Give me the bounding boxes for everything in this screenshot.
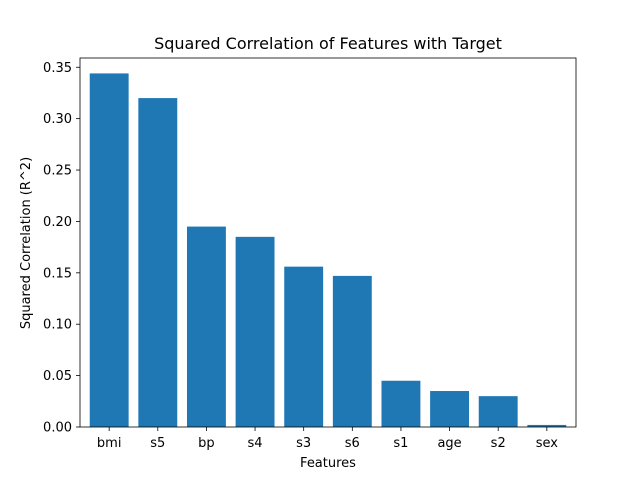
y-tick-label: 0.10	[43, 318, 72, 333]
y-axis-label: Squared Correlation (R^2)	[19, 157, 34, 329]
y-axis: 0.00 0.05 0.10 0.15 0.20 0.25 0.30 0.35	[43, 61, 80, 436]
x-axis-label: Features	[300, 456, 356, 471]
bar-age	[430, 391, 470, 427]
plot-area	[79, 57, 577, 428]
bar-s5	[138, 98, 178, 427]
x-tick-label: s3	[296, 436, 311, 451]
bar-s4	[235, 236, 275, 427]
bar-s2	[478, 396, 518, 427]
x-tick-label: sex	[536, 436, 559, 451]
x-tick-label: s5	[150, 436, 165, 451]
x-axis: bmi s5 bp s4 s3 s6 s1 age s2 sex	[97, 427, 558, 451]
y-tick-label: 0.20	[43, 215, 72, 230]
x-tick-label: age	[437, 436, 461, 451]
y-tick-label: 0.25	[43, 164, 72, 179]
x-tick-label: s1	[393, 436, 408, 451]
bar-bmi	[89, 73, 129, 428]
y-tick-label: 0.15	[43, 266, 72, 281]
y-tick-label: 0.05	[43, 369, 72, 384]
bar-s1	[381, 380, 421, 427]
y-tick-label: 0.30	[43, 112, 72, 127]
bar-s3	[284, 266, 324, 427]
chart-title: Squared Correlation of Features with Tar…	[154, 34, 502, 53]
bar-bp	[186, 226, 226, 427]
x-tick-label: s2	[491, 436, 506, 451]
x-tick-label: s6	[345, 436, 360, 451]
x-tick-label: bmi	[97, 436, 122, 451]
y-tick-label: 0.35	[43, 61, 72, 76]
x-tick-label: bp	[198, 436, 215, 451]
y-tick-label: 0.00	[43, 421, 72, 436]
plot-frame	[79, 57, 577, 428]
bar-sex	[527, 424, 567, 427]
bar-s6	[332, 275, 372, 427]
x-tick-label: s4	[248, 436, 263, 451]
